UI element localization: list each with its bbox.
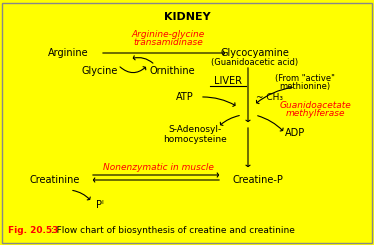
Text: (Guanidoacetic acid): (Guanidoacetic acid) [211, 58, 298, 66]
Text: S-Adenosyl-: S-Adenosyl- [168, 125, 222, 135]
Text: Nonenzymatic in muscle: Nonenzymatic in muscle [102, 162, 214, 171]
Text: Fig. 20.53: Fig. 20.53 [8, 225, 58, 234]
Text: : Flow chart of biosynthesis of creatine and creatinine: : Flow chart of biosynthesis of creatine… [48, 225, 295, 234]
Text: homocysteine: homocysteine [163, 135, 227, 144]
Text: Creatinine: Creatinine [30, 175, 80, 185]
Text: Creatine-P: Creatine-P [233, 175, 283, 185]
Text: (From "active": (From "active" [275, 74, 335, 83]
Text: Arginine: Arginine [48, 48, 88, 58]
Text: methylferase: methylferase [285, 110, 345, 119]
Text: ~ CH₃: ~ CH₃ [257, 93, 283, 101]
Text: Glycine: Glycine [82, 66, 118, 76]
Text: Ornithine: Ornithine [149, 66, 195, 76]
Text: Glycocyamine: Glycocyamine [221, 48, 289, 58]
Text: methionine): methionine) [279, 82, 331, 90]
Text: Pᴵ: Pᴵ [96, 200, 104, 210]
Text: LIVER: LIVER [214, 76, 242, 86]
Text: ADP: ADP [285, 128, 305, 138]
Text: KIDNEY: KIDNEY [164, 12, 210, 22]
Text: Guanidoacetate: Guanidoacetate [279, 100, 351, 110]
FancyBboxPatch shape [2, 3, 372, 243]
Text: ATP: ATP [176, 92, 194, 102]
Text: transamidinase: transamidinase [133, 38, 203, 48]
Text: Arginine-glycine: Arginine-glycine [131, 30, 205, 39]
